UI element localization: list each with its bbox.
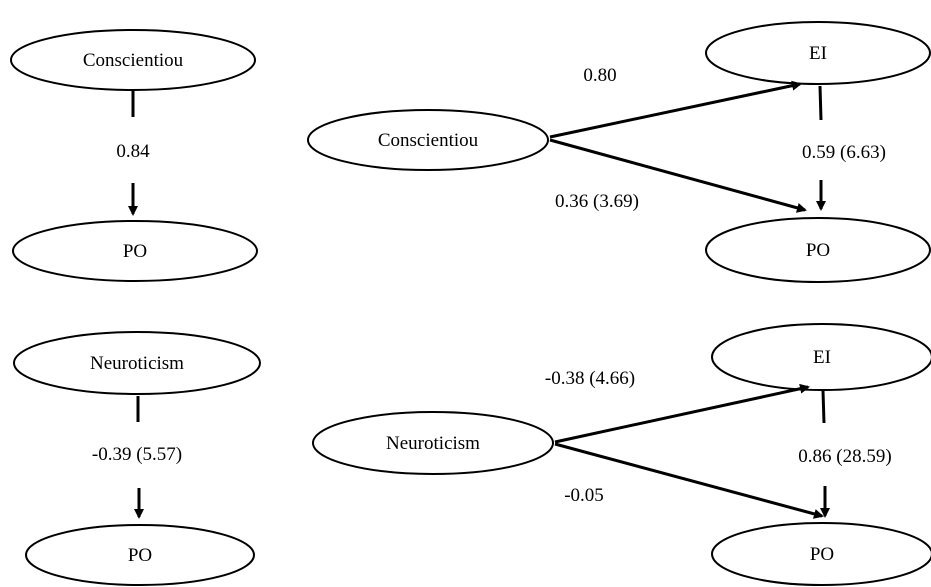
edge-d-ei-po-upper [821, 390, 826, 424]
node-c-neuroticism-label: Neuroticism [90, 353, 184, 374]
node-a-po-label: PO [123, 241, 147, 262]
node-b-conscientiousness: Conscientiou [307, 109, 549, 171]
node-b-ei-label: EI [809, 43, 827, 64]
node-a-conscientiousness: Conscientiou [10, 29, 256, 91]
node-d-neuroticism: Neuroticism [312, 411, 554, 475]
edge-b-consc-ei-coefficient: 0.80 [583, 65, 616, 86]
node-d-po: PO [711, 522, 931, 586]
edge-b-consc-ei [549, 80, 802, 139]
edge-d-neuro-po [554, 442, 824, 519]
node-b-ei: EI [705, 21, 931, 85]
node-d-ei: EI [711, 323, 931, 391]
node-d-ei-label: EI [813, 347, 831, 368]
edge-d-neuro-ei-coefficient: -0.38 (4.66) [545, 368, 635, 389]
node-b-conscientiousness-label: Conscientiou [378, 130, 479, 151]
edge-a-consc-po-coefficient: 0.84 [116, 141, 150, 162]
edge-b-consc-po-coefficient: 0.36 (3.69) [555, 191, 639, 212]
edge-b-ei-po-coefficient: 0.59 (6.63) [802, 142, 886, 163]
node-a-conscientiousness-label: Conscientiou [83, 50, 184, 71]
edge-d-neuro-po-coefficient: -0.05 [564, 485, 604, 506]
node-c-po: PO [25, 524, 255, 586]
edge-d-ei-po-coefficient: 0.86 (28.59) [798, 446, 891, 467]
node-c-po-label: PO [128, 545, 152, 566]
node-b-po-label: PO [806, 240, 830, 261]
edge-b-consc-po [549, 138, 807, 213]
node-d-po-label: PO [810, 544, 834, 565]
edge-d-neuro-ei [554, 383, 810, 444]
node-d-neuroticism-label: Neuroticism [386, 433, 480, 454]
node-c-neuroticism: Neuroticism [13, 331, 261, 395]
edge-c-neuro-po-coefficient: -0.39 (5.57) [92, 444, 182, 465]
node-b-po: PO [705, 217, 931, 283]
node-a-po: PO [12, 220, 258, 282]
edge-b-ei-po-upper [818, 85, 823, 121]
